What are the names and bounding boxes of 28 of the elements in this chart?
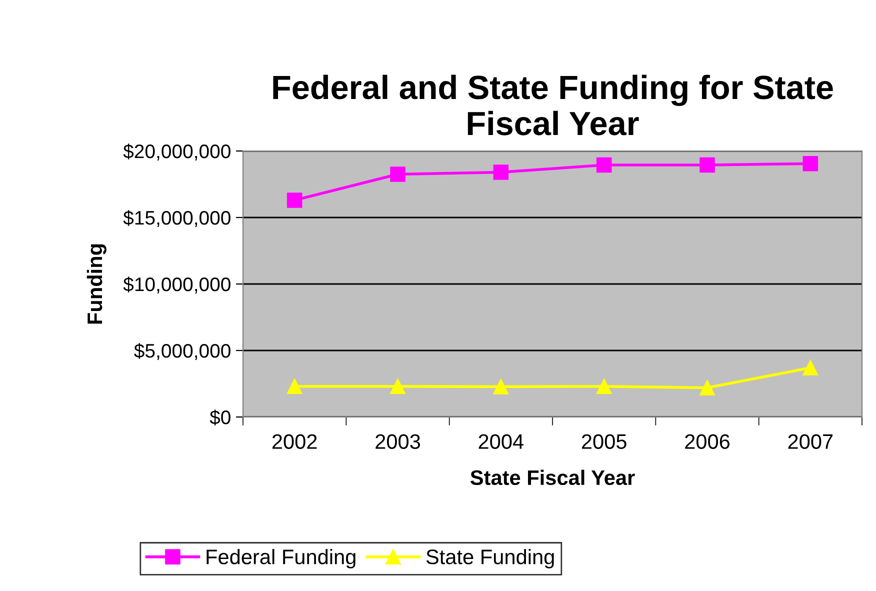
point: [286, 378, 302, 394]
point: [390, 166, 406, 182]
x-tick-label: 2003: [376, 434, 420, 449]
point: [596, 378, 612, 394]
y-tick-label: $0: [210, 410, 230, 426]
point: [802, 156, 818, 172]
y-tick-label: $15,000,000: [123, 210, 230, 228]
x-tick-label: 2002: [272, 434, 317, 449]
point: [493, 164, 509, 180]
y-tick-label: $20,000,000: [123, 144, 230, 161]
y-tick-label: $5,000,000: [134, 343, 230, 360]
x-axis-title: State Fiscal Year: [470, 470, 635, 486]
point: [700, 380, 715, 396]
point: [700, 157, 715, 173]
y-tick-label: $10,000,000: [123, 276, 230, 294]
point: [802, 360, 818, 376]
y-axis-title: Funding: [86, 244, 106, 324]
legend-label: State Funding: [426, 549, 554, 568]
chart-title: Federal and State Funding for State Fiscal Year: [273, 74, 833, 136]
point: [596, 157, 612, 173]
point: [493, 379, 509, 394]
x-tick-label: 2005: [582, 434, 626, 449]
x-tick-label: 2006: [685, 434, 730, 449]
x-tick-label: 2004: [478, 434, 524, 449]
x-tick-label: 2007: [788, 434, 833, 449]
legend-label: Federal Funding: [206, 549, 356, 568]
point: [390, 378, 406, 394]
point: [286, 192, 302, 208]
